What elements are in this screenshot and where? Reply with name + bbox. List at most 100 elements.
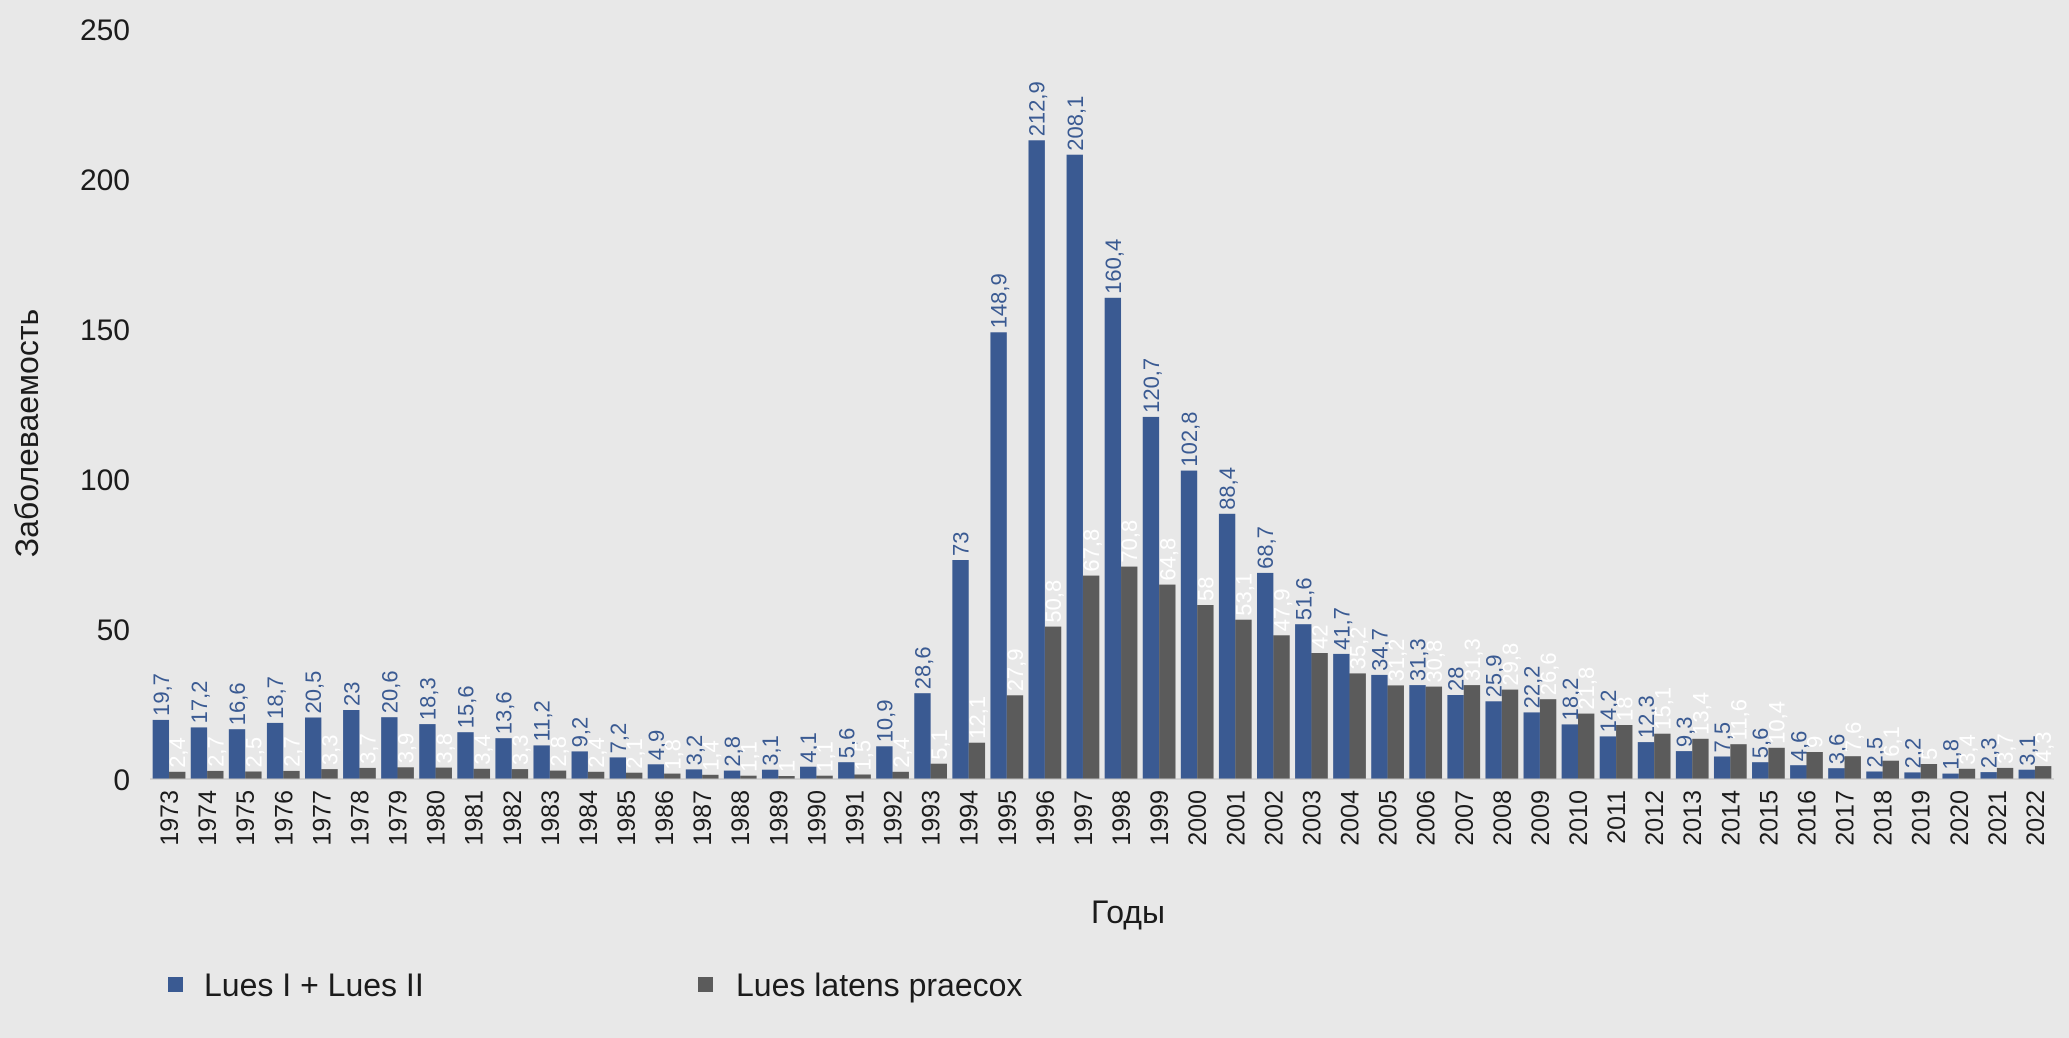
x-tick-label: 2018 <box>1870 790 1898 846</box>
value-label: 34,7 <box>1367 628 1392 671</box>
bar-series-1 <box>2018 769 2035 779</box>
bar-series-2 <box>587 771 605 779</box>
value-label: 50,8 <box>1041 580 1066 623</box>
legend-item-series-2[interactable]: Lues latens praecox <box>698 967 1022 1003</box>
bar-series-2 <box>664 773 681 779</box>
value-label: 23 <box>339 682 364 706</box>
bar-series-1 <box>990 332 1007 779</box>
x-tick-label: 1995 <box>994 790 1022 846</box>
value-label: 53,1 <box>1231 573 1256 616</box>
x-tick-label: 2002 <box>1260 790 1288 846</box>
bar-series-1 <box>1523 712 1540 779</box>
value-label: 3,9 <box>394 733 419 764</box>
y-tick-label: 250 <box>80 14 130 47</box>
y-tick-label: 100 <box>80 464 130 497</box>
bar-series-2 <box>892 771 909 779</box>
value-label: 68,7 <box>1253 526 1278 569</box>
value-label: 4,3 <box>2031 732 2056 763</box>
x-tick-label: 1991 <box>841 790 869 846</box>
x-tick-label: 1982 <box>499 790 527 846</box>
x-tick-label: 1990 <box>803 790 831 846</box>
x-tick-label: 1993 <box>918 790 946 846</box>
value-label: 4,6 <box>1786 731 1811 762</box>
x-tick-label: 2011 <box>1603 790 1631 844</box>
bar-series-2 <box>1082 575 1100 779</box>
value-label: 3,7 <box>356 733 381 764</box>
bar-series-2 <box>1121 566 1138 779</box>
value-label: 3,2 <box>682 735 707 766</box>
x-tick-label: 2009 <box>1527 790 1555 846</box>
x-tick-label: 2013 <box>1679 790 1707 846</box>
x-tick-label: 1992 <box>880 790 908 846</box>
value-label: 3,3 <box>508 735 533 766</box>
value-label: 18,7 <box>263 676 288 719</box>
bar-series-2 <box>321 769 338 779</box>
value-label: 73 <box>949 532 974 556</box>
bar-series-2 <box>1006 695 1024 779</box>
value-labels: 19,72,417,22,716,62,518,72,720,53,3233,7… <box>149 81 2056 772</box>
x-tick-label: 2008 <box>1489 790 1517 846</box>
value-label: 58 <box>1193 577 1218 601</box>
legend-item-series-1[interactable]: Lues I + Lues II <box>168 967 424 1003</box>
x-tick-label: 2000 <box>1184 790 1212 846</box>
x-tick-label: 2017 <box>1832 790 1860 846</box>
bar-series-2 <box>1463 685 1481 779</box>
value-label: 2,3 <box>1977 738 2002 769</box>
bar-series-1 <box>1142 416 1160 779</box>
bar-series-1 <box>533 745 550 779</box>
bar-series-1 <box>495 738 512 779</box>
x-tick-label: 1978 <box>346 790 374 846</box>
value-label: 18 <box>1612 697 1637 721</box>
bar-series-1 <box>1599 736 1617 779</box>
x-tick-label: 2004 <box>1337 790 1365 846</box>
y-tick-label: 0 <box>113 764 130 797</box>
value-label: 1,8 <box>1939 739 1964 770</box>
x-tick-label: 1974 <box>194 790 222 846</box>
bar-series-1 <box>1866 771 1883 779</box>
value-label: 18,2 <box>1558 678 1583 721</box>
x-tick-label: 1973 <box>156 790 184 846</box>
bar-series-1 <box>1066 154 1083 779</box>
value-label: 35,2 <box>1346 627 1371 670</box>
bar-series-2 <box>930 763 948 779</box>
bar-series-1 <box>1333 653 1350 779</box>
x-tick-label: 2003 <box>1298 790 1326 846</box>
value-label: 20,5 <box>301 671 326 714</box>
bar-series-2 <box>1387 685 1404 779</box>
legend-label-series-2: Lues latens praecox <box>736 967 1022 1003</box>
x-axis-title: Годы <box>1091 894 1165 930</box>
x-tick-label: 1999 <box>1146 790 1174 846</box>
y-tick-label: 200 <box>80 164 130 197</box>
bar-series-1 <box>1485 701 1502 779</box>
bar-series-2 <box>2034 766 2052 779</box>
value-label: 30,8 <box>1422 640 1447 683</box>
value-label: 22,2 <box>1520 666 1545 709</box>
value-label: 2,8 <box>546 736 571 767</box>
x-tick-label: 1980 <box>423 790 451 846</box>
x-tick-label: 2005 <box>1375 790 1403 846</box>
bar-series-1 <box>914 693 931 779</box>
bar-series-2 <box>1311 653 1328 779</box>
bars <box>152 140 2052 780</box>
bar-series-1 <box>647 764 665 779</box>
value-label: 5,6 <box>834 728 859 759</box>
bar-series-2 <box>1692 738 1709 779</box>
value-label: 16,6 <box>225 682 250 725</box>
x-tick-label: 2022 <box>2022 790 2050 846</box>
y-axis-title: Заболеваемость <box>9 309 45 557</box>
bar-series-2 <box>245 771 262 779</box>
bar-series-2 <box>1197 605 1214 779</box>
bar-series-2 <box>1425 686 1443 779</box>
value-label: 212,9 <box>1025 81 1050 136</box>
bar-series-2 <box>1349 673 1366 779</box>
x-tick-label: 1985 <box>613 790 641 846</box>
value-label: 6,1 <box>1879 726 1904 757</box>
bar-series-1 <box>1561 724 1578 779</box>
value-label: 3,4 <box>1955 734 1980 765</box>
bar-series-2 <box>626 772 643 779</box>
value-label: 208,1 <box>1063 96 1088 151</box>
value-label: 31,3 <box>1460 638 1485 681</box>
bar-series-1 <box>876 746 893 779</box>
x-tick-label: 2016 <box>1793 790 1821 846</box>
